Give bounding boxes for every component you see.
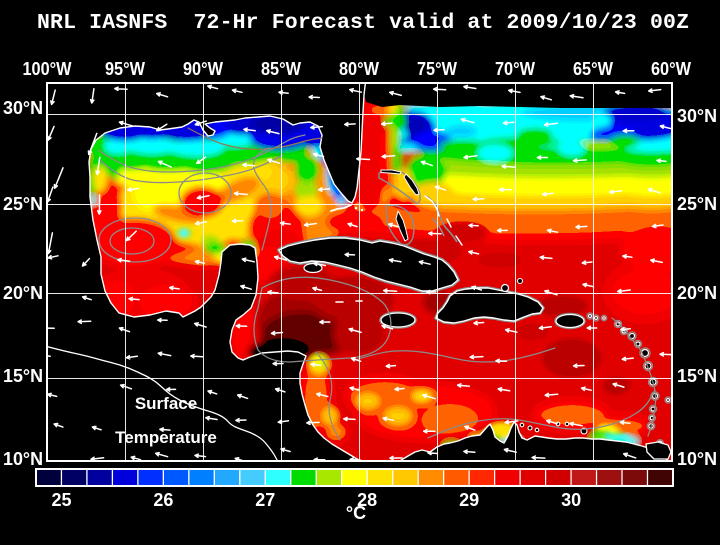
svg-text:25°N: 25°N [677,194,717,214]
svg-text:°C: °C [346,503,366,523]
svg-text:NRL IASNFS 72-Hr Forecast val: NRL IASNFS 72-Hr Forecast valid at 2009/… [37,11,689,35]
svg-text:20°N: 20°N [677,283,717,303]
svg-text:20°N: 20°N [3,283,43,303]
svg-text:26: 26 [153,490,173,510]
svg-text:10°N: 10°N [3,449,43,469]
svg-text:10°N: 10°N [677,449,717,469]
svg-text:28: 28 [357,490,377,510]
svg-text:70°W: 70°W [495,59,535,79]
svg-text:Temperature: Temperature [115,428,217,447]
svg-text:85°W: 85°W [261,59,301,79]
svg-text:27: 27 [255,490,275,510]
svg-text:100°W: 100°W [23,59,72,79]
svg-text:75°W: 75°W [417,59,457,79]
svg-text:65°W: 65°W [573,59,613,79]
svg-text:30: 30 [561,490,581,510]
svg-text:80°W: 80°W [339,59,379,79]
svg-text:25°N: 25°N [3,194,43,214]
svg-text:15°N: 15°N [677,366,717,386]
svg-text:95°W: 95°W [105,59,145,79]
svg-text:15°N: 15°N [3,366,43,386]
svg-text:30°N: 30°N [677,106,717,126]
svg-text:29: 29 [459,490,479,510]
svg-text:30°N: 30°N [3,98,43,118]
svg-text:90°W: 90°W [183,59,223,79]
svg-text:25: 25 [51,490,71,510]
svg-text:Surface: Surface [135,394,197,413]
svg-text:60°W: 60°W [651,59,691,79]
